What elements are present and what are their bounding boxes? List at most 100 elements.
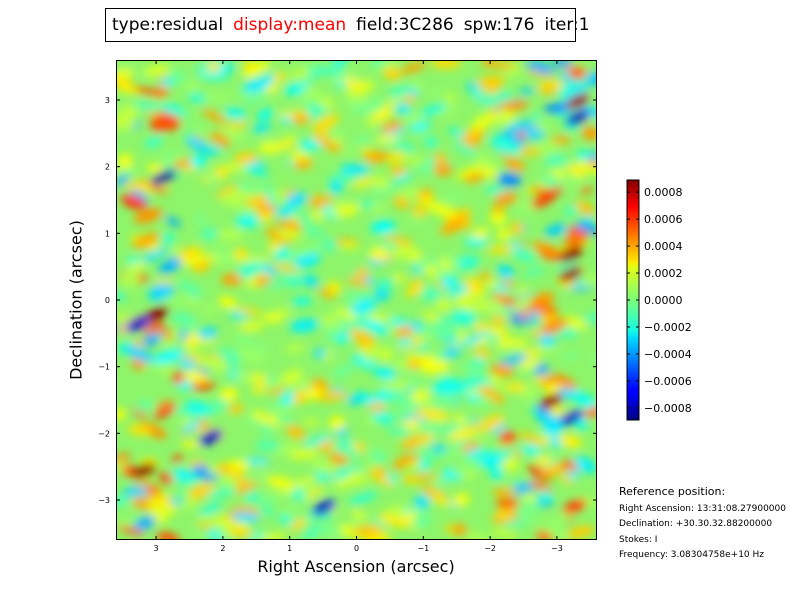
noise-blob bbox=[370, 61, 388, 69]
noise-blob bbox=[328, 453, 349, 465]
noise-blob bbox=[522, 493, 537, 503]
noise-blob bbox=[525, 61, 556, 75]
noise-blob bbox=[530, 302, 559, 316]
noise-blob bbox=[524, 128, 545, 140]
noise-blob bbox=[393, 274, 406, 282]
noise-blob bbox=[518, 88, 536, 95]
noise-blob bbox=[450, 310, 477, 323]
noise-blob bbox=[536, 530, 554, 539]
noise-blob bbox=[574, 222, 596, 235]
noise-blob bbox=[158, 472, 174, 484]
noise-blob bbox=[433, 348, 447, 362]
noise-blob bbox=[494, 91, 513, 103]
noise-blob bbox=[394, 172, 413, 184]
noise-blob bbox=[204, 304, 218, 316]
reference-frequency: Frequency: 3.08304758e+10 Hz bbox=[619, 549, 765, 560]
residual-image-plot[interactable] bbox=[116, 60, 597, 540]
noise-blob bbox=[395, 326, 414, 338]
noise-blob bbox=[474, 449, 502, 457]
plot-title-box: type:residual display:mean field:3C286 s… bbox=[105, 8, 590, 42]
residual-feature-core bbox=[137, 466, 151, 476]
noise-blob bbox=[429, 394, 457, 409]
noise-blob bbox=[118, 154, 133, 168]
noise-blob bbox=[284, 82, 313, 95]
noise-blob bbox=[134, 399, 155, 413]
noise-blob bbox=[518, 513, 541, 523]
noise-blob bbox=[117, 408, 126, 421]
noise-blob bbox=[499, 430, 517, 445]
noise-blob bbox=[235, 480, 259, 495]
noise-blob bbox=[577, 495, 596, 509]
noise-blob bbox=[331, 443, 361, 459]
residual-feature-core bbox=[157, 173, 171, 183]
noise-blob bbox=[453, 492, 470, 507]
noise-blob bbox=[416, 458, 430, 472]
residual-feature-core bbox=[571, 96, 585, 106]
noise-blob bbox=[185, 399, 212, 417]
title-field: field:3C286 bbox=[356, 15, 454, 35]
noise-blob bbox=[457, 289, 487, 301]
noise-blob bbox=[327, 281, 342, 294]
noise-blob bbox=[538, 318, 568, 336]
noise-blob bbox=[382, 67, 402, 81]
x-tick-label: −3 bbox=[551, 544, 563, 553]
noise-blob bbox=[343, 78, 365, 89]
noise-blob bbox=[291, 149, 309, 163]
noise-blob bbox=[133, 208, 163, 224]
noise-blob bbox=[117, 498, 134, 507]
noise-blob bbox=[505, 478, 527, 488]
noise-blob bbox=[527, 465, 553, 481]
noise-blob bbox=[489, 211, 507, 226]
noise-blob bbox=[431, 496, 454, 506]
noise-blob bbox=[535, 455, 552, 465]
title-iter: iter:1 bbox=[544, 15, 590, 35]
noise-blob bbox=[139, 247, 169, 264]
noise-blob bbox=[566, 469, 581, 480]
noise-blob bbox=[397, 187, 420, 200]
noise-blob bbox=[388, 85, 410, 100]
noise-blob bbox=[245, 457, 271, 466]
noise-blob bbox=[561, 460, 579, 472]
noise-blob bbox=[133, 86, 163, 98]
noise-blob bbox=[495, 497, 520, 510]
noise-blob bbox=[420, 485, 446, 499]
noise-blob bbox=[478, 385, 499, 399]
noise-blob bbox=[218, 296, 238, 309]
noise-blob bbox=[531, 112, 543, 121]
noise-blob bbox=[293, 389, 308, 404]
noise-blob bbox=[448, 427, 478, 441]
noise-blob bbox=[555, 387, 577, 396]
noise-blob bbox=[172, 158, 192, 169]
noise-blob bbox=[242, 164, 270, 178]
noise-blob bbox=[472, 357, 485, 367]
noise-blob bbox=[509, 249, 531, 259]
noise-blob bbox=[227, 460, 250, 469]
noise-blob bbox=[549, 405, 563, 417]
noise-blob bbox=[124, 180, 154, 191]
noise-blob bbox=[231, 512, 260, 523]
noise-blob bbox=[408, 215, 425, 224]
noise-blob bbox=[455, 164, 484, 179]
noise-blob bbox=[419, 408, 450, 422]
noise-blob bbox=[561, 349, 580, 362]
noise-blob bbox=[273, 247, 291, 262]
noise-blob bbox=[124, 268, 141, 279]
noise-blob bbox=[216, 348, 236, 360]
noise-blob bbox=[132, 232, 161, 249]
noise-blob bbox=[440, 217, 468, 235]
noise-blob bbox=[401, 474, 419, 484]
noise-blob bbox=[436, 298, 452, 312]
noise-blob bbox=[393, 140, 416, 153]
x-tick-label: 2 bbox=[220, 544, 225, 553]
noise-blob bbox=[404, 111, 424, 126]
noise-blob bbox=[148, 505, 170, 517]
noise-blob bbox=[177, 245, 202, 262]
residual-feature-core bbox=[564, 249, 578, 259]
noise-blob bbox=[540, 87, 557, 95]
noise-blob bbox=[232, 371, 255, 385]
title-spw: spw:176 bbox=[463, 15, 535, 35]
noise-blob bbox=[279, 414, 295, 425]
noise-blob bbox=[378, 514, 405, 528]
noise-blob bbox=[324, 323, 340, 338]
noise-blob bbox=[329, 180, 343, 194]
